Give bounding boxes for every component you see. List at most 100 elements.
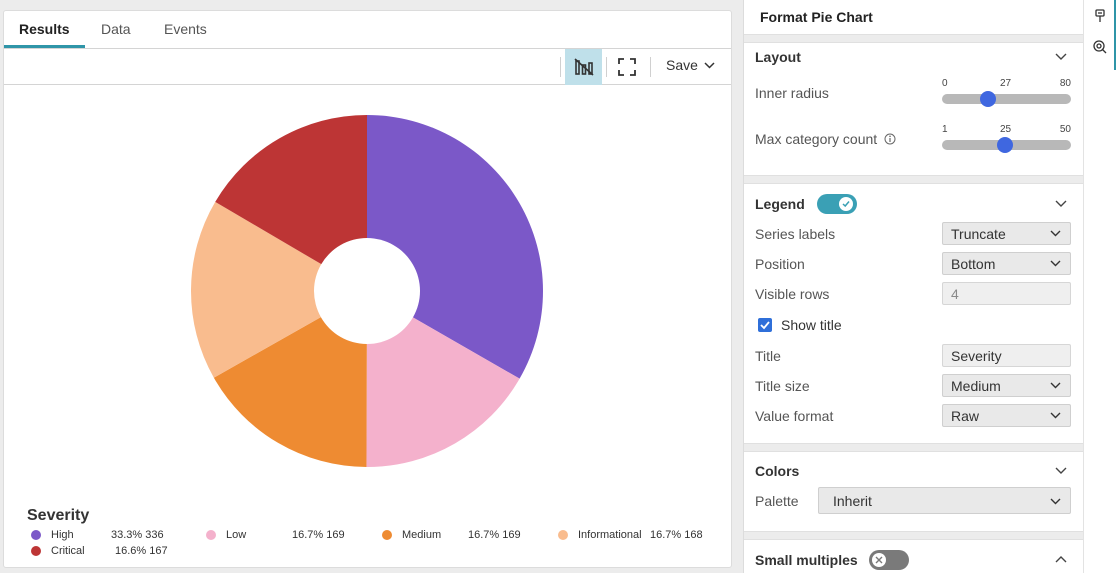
info-icon[interactable] — [884, 133, 896, 145]
legend-stat: 16.7% 168 — [650, 529, 703, 541]
side-strip — [1083, 0, 1116, 573]
legend-item[interactable]: High 33.3% 336 — [31, 529, 164, 541]
legend-label: High — [51, 529, 74, 541]
chart-options-button[interactable] — [565, 49, 602, 85]
legend-stat: 16.7% 169 — [292, 529, 345, 541]
inner-radius-slider[interactable]: 0 27 80 — [942, 78, 1071, 107]
legend-item[interactable]: Critical 16.6% 167 — [31, 545, 168, 557]
save-label: Save — [666, 57, 698, 73]
legend-swatch — [206, 530, 216, 540]
slider-max: 50 — [1059, 124, 1071, 135]
slider-min: 0 — [942, 78, 948, 89]
chevron-down-icon — [704, 61, 715, 69]
max-category-count-slider[interactable]: 1 25 50 — [942, 124, 1071, 153]
position-label: Position — [755, 256, 805, 272]
tab-results[interactable]: Results — [19, 21, 70, 37]
format-icon[interactable] — [1093, 9, 1107, 23]
value-format-label: Value format — [755, 408, 834, 424]
legend-item[interactable]: Low 16.7% 169 — [206, 529, 345, 541]
legend-item[interactable]: Informational 16.7% 168 — [558, 529, 703, 541]
toolbar: Save — [4, 49, 731, 85]
title-input[interactable]: Severity — [942, 344, 1071, 367]
chevron-up-icon[interactable] — [1055, 554, 1067, 566]
scrollbar[interactable] — [1114, 0, 1116, 70]
chevron-down-icon[interactable] — [1055, 465, 1067, 477]
slider-thumb[interactable] — [980, 91, 997, 107]
visible-rows-label: Visible rows — [755, 286, 830, 302]
small-multiples-toggle[interactable] — [869, 550, 909, 570]
check-icon — [760, 321, 770, 330]
legend-item[interactable]: Medium 16.7% 169 — [382, 529, 521, 541]
chevron-down-icon — [1050, 412, 1061, 419]
check-icon — [842, 201, 850, 208]
legend-stat: 16.6% 167 — [115, 545, 168, 557]
results-card: Results Data Events — [3, 10, 732, 568]
toolbar-divider — [560, 57, 561, 77]
small-multiples-section-title: Small multiples — [755, 552, 858, 568]
legend-label: Low — [226, 529, 247, 541]
pie-slice-critical[interactable] — [215, 115, 367, 265]
chevron-down-icon — [1050, 230, 1061, 237]
legend-label: Medium — [402, 529, 442, 541]
max-category-count-label: Max category count — [755, 131, 896, 147]
toolbar-divider — [650, 57, 651, 77]
position-select[interactable]: Bottom — [942, 252, 1071, 275]
palette-label: Palette — [755, 493, 799, 509]
chevron-down-icon[interactable] — [1055, 51, 1067, 63]
slider-thumb[interactable] — [997, 137, 1014, 153]
active-tab-indicator — [4, 45, 85, 48]
target-icon[interactable] — [1093, 40, 1107, 54]
fullscreen-icon — [618, 58, 636, 76]
title-size-select[interactable]: Medium — [942, 374, 1071, 397]
value-format-select[interactable]: Raw — [942, 404, 1071, 427]
series-labels-select[interactable]: Truncate — [942, 222, 1071, 245]
legend-swatch — [558, 530, 568, 540]
legend-toggle[interactable] — [817, 194, 857, 214]
tab-data[interactable]: Data — [101, 21, 131, 37]
toolbar-divider — [606, 57, 607, 77]
section-divider — [744, 443, 1083, 452]
colors-section-title: Colors — [755, 463, 800, 479]
pie-slice-low[interactable] — [366, 317, 520, 467]
pie-slice-informational[interactable] — [191, 201, 322, 378]
legend-stat: 33.3% 336 — [111, 529, 164, 541]
legend-stat: 16.7% 169 — [468, 529, 521, 541]
legend-section-title: Legend — [755, 196, 805, 212]
section-divider — [744, 531, 1083, 540]
section-divider — [744, 34, 1083, 43]
series-labels-label: Series labels — [755, 226, 836, 242]
chevron-down-icon — [1050, 498, 1061, 505]
pie-slice-high[interactable] — [367, 115, 543, 379]
show-title-label[interactable]: Show title — [781, 317, 842, 333]
pie-chart — [191, 115, 543, 467]
legend-title: Severity — [27, 507, 90, 524]
tab-bar: Results Data Events — [4, 11, 731, 49]
legend-label: Informational — [578, 529, 642, 541]
format-panel: Format Pie Chart Layout Inner radius 0 2… — [743, 0, 1083, 573]
fullscreen-button[interactable] — [616, 57, 638, 77]
chevron-down-icon — [1050, 260, 1061, 267]
palette-select[interactable]: Inherit — [818, 487, 1071, 514]
show-title-checkbox[interactable] — [758, 318, 772, 332]
inner-radius-label: Inner radius — [755, 85, 829, 101]
tab-events[interactable]: Events — [164, 21, 207, 37]
bar-chart-icon — [573, 58, 594, 76]
layout-section-title: Layout — [755, 49, 801, 65]
chevron-down-icon[interactable] — [1055, 198, 1067, 210]
chevron-down-icon — [1050, 382, 1061, 389]
save-button[interactable]: Save — [666, 57, 715, 73]
slider-track[interactable] — [942, 91, 1071, 107]
legend-swatch — [31, 530, 41, 540]
slider-track[interactable] — [942, 137, 1071, 153]
legend-label: Critical — [51, 545, 85, 557]
title-label: Title — [755, 348, 781, 364]
panel-title: Format Pie Chart — [760, 9, 873, 25]
slider-value: 27 — [1000, 78, 1012, 89]
title-size-label: Title size — [755, 378, 810, 394]
visible-rows-input[interactable]: 4 — [942, 282, 1071, 305]
section-divider — [744, 175, 1083, 184]
slider-min: 1 — [942, 124, 948, 135]
pie-slice-medium[interactable] — [213, 317, 367, 467]
legend-swatch — [382, 530, 392, 540]
slider-value: 25 — [1000, 124, 1012, 135]
